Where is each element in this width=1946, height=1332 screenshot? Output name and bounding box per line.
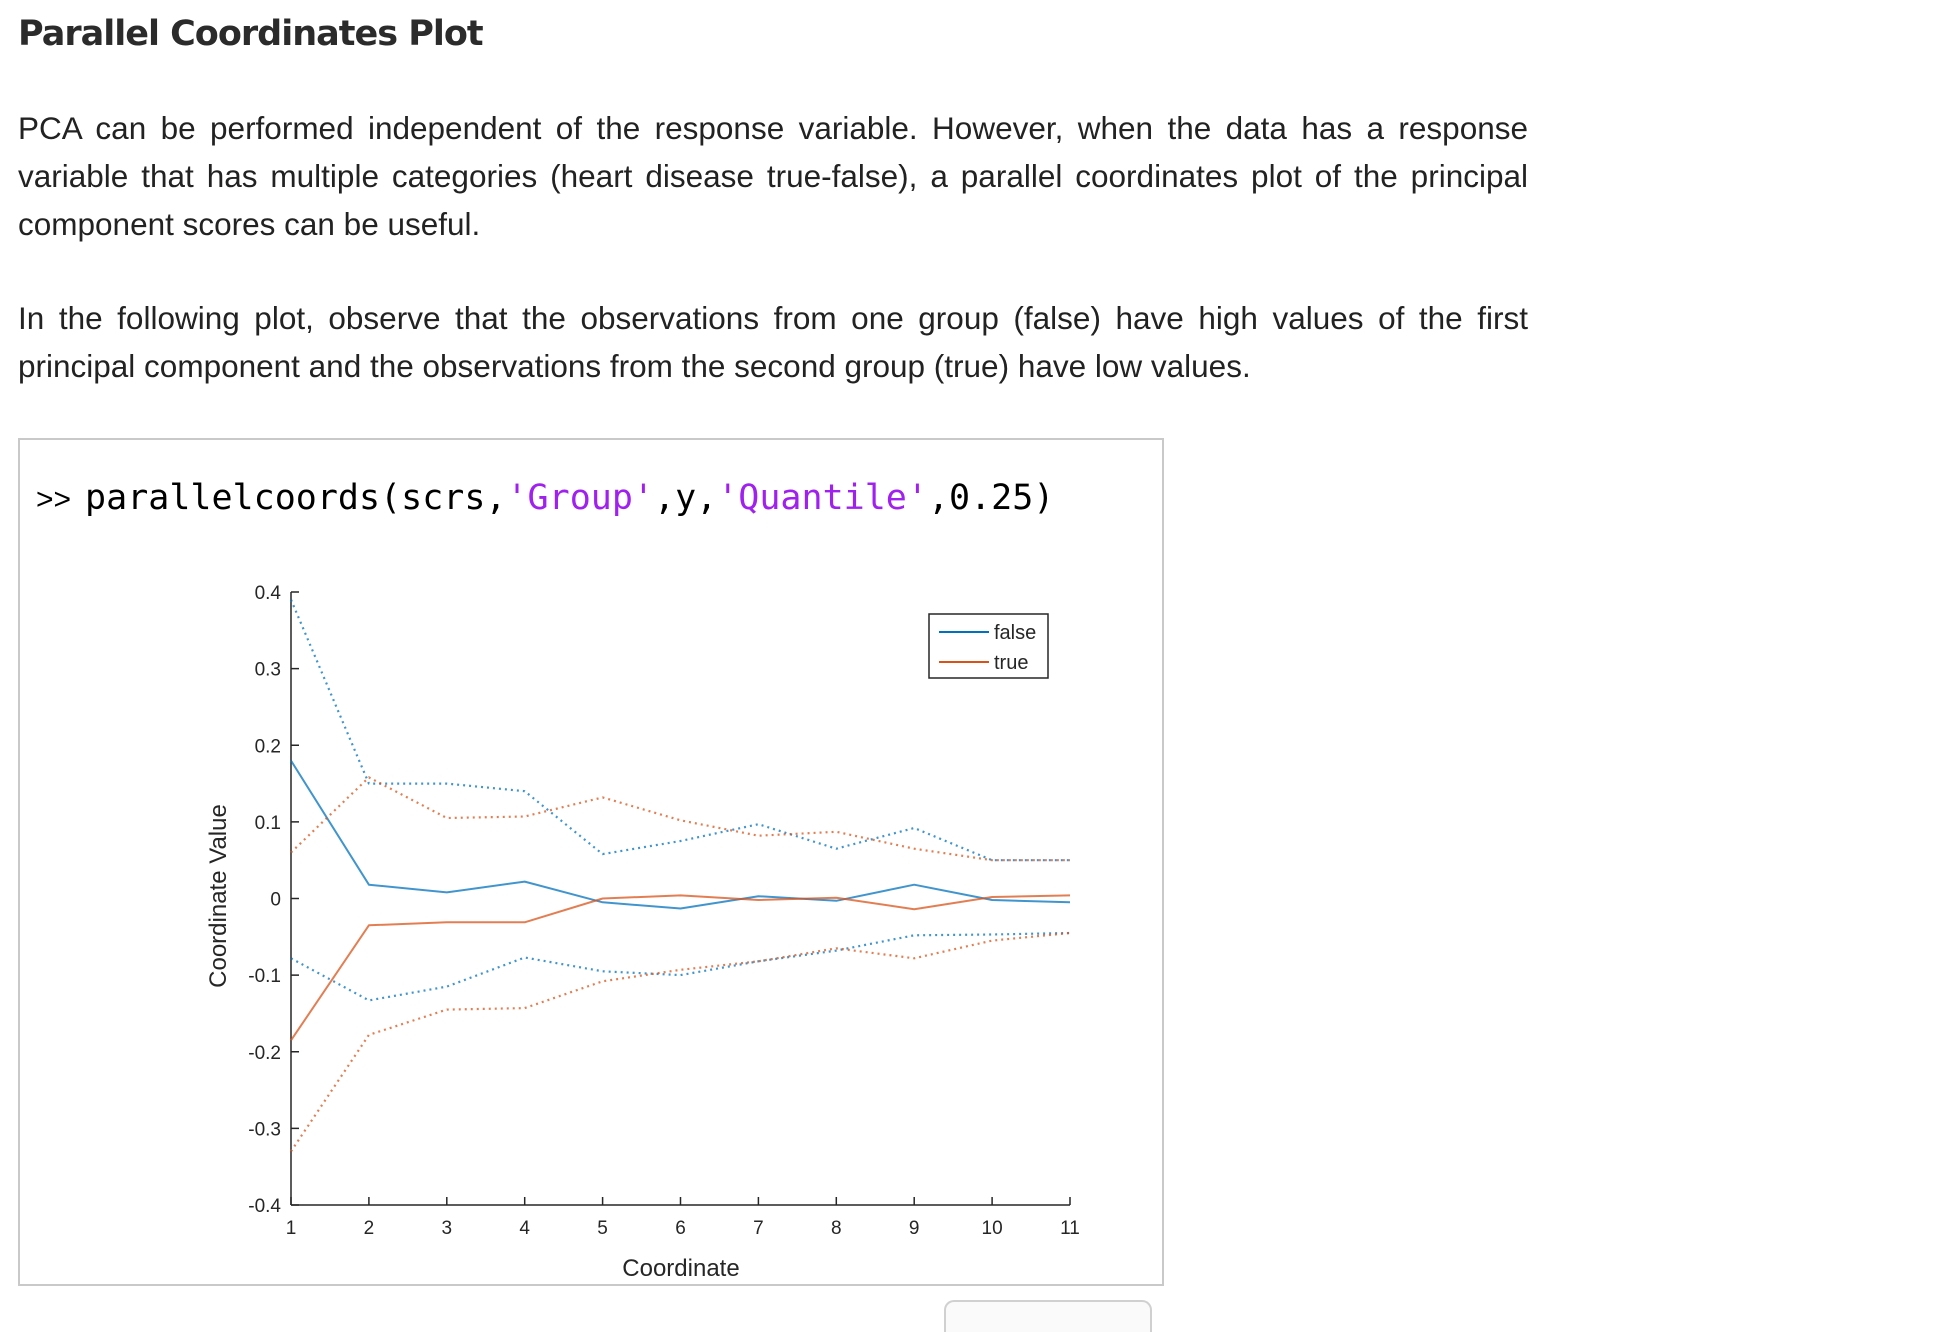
command-code: ,0.25) [927, 478, 1055, 518]
x-tick-label: 8 [831, 1218, 842, 1239]
command-code: ,y, [654, 478, 718, 518]
x-tick-label: 4 [519, 1218, 530, 1239]
series-line-true-quantile [290, 931, 1071, 1153]
command-prompt: >> [36, 483, 72, 516]
legend: false true [928, 613, 1049, 679]
command-string: 'Group' [506, 478, 654, 518]
series-line-false-quantile [290, 931, 1071, 1002]
series-line-false-quantile [289, 599, 1070, 862]
x-axis-label: Coordinate [622, 1255, 739, 1282]
x-tick-label: 6 [675, 1218, 686, 1239]
observation-paragraph: In the following plot, observe that the … [18, 300, 1528, 384]
y-tick-label: -0.4 [248, 1196, 281, 1217]
series-lines [289, 599, 1071, 1153]
x-tick-label: 10 [982, 1218, 1003, 1239]
code-output-panel: >> parallelcoords(scrs,'Group',y,'Quantil… [18, 438, 1164, 1286]
legend-label-false: false [994, 622, 1036, 644]
x-tick-label: 1 [286, 1218, 297, 1239]
y-tick-label: 0.4 [255, 583, 282, 604]
series-line-false-median [290, 760, 1071, 910]
command-string: 'Quantile' [717, 478, 928, 518]
legend-label-true: true [994, 652, 1028, 674]
series-line-true-median [290, 894, 1071, 1041]
y-tick-label: 0.1 [255, 813, 281, 834]
parallel-coordinates-chart: 0.4 0.3 0.2 0.1 0 -0.1 -0.2 -0.3 -0.41 2 3 4 5 6 7 8 9 10… [205, 583, 1080, 1282]
command-line: >> parallelcoords(scrs,'Group',y,'Quantil… [36, 478, 1054, 518]
y-tick-label: 0.3 [255, 660, 281, 681]
legend-box [928, 613, 1049, 679]
y-axis-label: Coordinate Value [205, 804, 232, 988]
series-line-true-quantile [290, 776, 1070, 862]
x-tick-label: 11 [1060, 1218, 1080, 1239]
x-tick-label: 9 [909, 1218, 920, 1239]
bottom-tab[interactable] [944, 1300, 1152, 1332]
y-tick-label: -0.2 [248, 1043, 281, 1064]
y-tick-label: -0.3 [248, 1119, 281, 1140]
x-tick-label: 3 [442, 1218, 453, 1239]
y-tick-label: 0 [270, 890, 281, 911]
intro-paragraph: PCA can be performed independent of the … [18, 110, 1528, 242]
axes: 0.4 0.3 0.2 0.1 0 -0.1 -0.2 -0.3 -0.41 2 3 4 5 6 7 8 9 10… [248, 583, 1080, 1239]
command-code: parallelcoords(scrs, [85, 478, 507, 518]
x-tick-label: 7 [753, 1218, 764, 1239]
page-title: Parallel Coordinates Plot [18, 14, 484, 54]
x-tick-label: 5 [597, 1218, 608, 1239]
y-tick-label: 0.2 [255, 736, 281, 757]
x-tick-label: 2 [364, 1218, 375, 1239]
y-tick-label: -0.1 [248, 966, 281, 987]
